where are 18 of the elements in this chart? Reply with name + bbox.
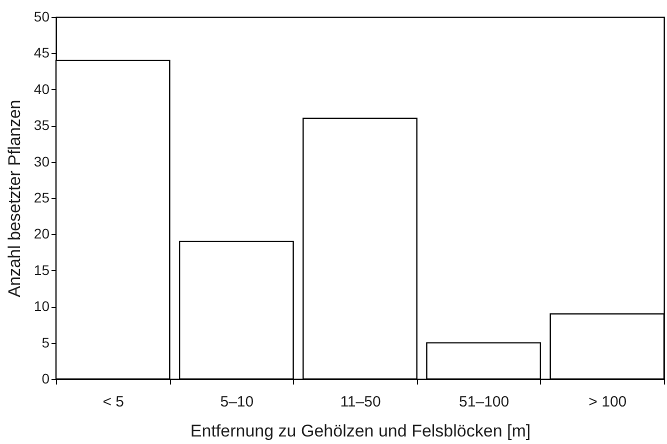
x-tick-label: 5–10 — [220, 394, 254, 410]
y-tick-label: 30 — [34, 153, 50, 170]
x-tick-label: 51–100 — [459, 394, 510, 410]
x-tick-label: > 100 — [588, 394, 627, 410]
y-tick-label: 5 — [42, 334, 50, 350]
y-tick-label: 45 — [34, 44, 50, 61]
x-tick-label: < 5 — [102, 394, 124, 410]
y-tick-label: 50 — [34, 8, 50, 24]
y-tick-label: 35 — [34, 117, 50, 134]
y-tick-label: 25 — [34, 190, 50, 206]
y-tick-label: 15 — [34, 262, 50, 278]
x-axis-title: Entfernung zu Gehölzen und Felsblöcken [m] — [190, 422, 531, 440]
y-tick-label: 40 — [34, 80, 50, 97]
x-tick-label: 11–50 — [340, 394, 381, 410]
y-tick-label: 0 — [42, 370, 50, 386]
y-tick-label: 20 — [34, 226, 50, 242]
y-axis-title: Anzahl besetzter Pflanzen — [4, 100, 24, 298]
y-tick-label: 10 — [34, 298, 50, 314]
